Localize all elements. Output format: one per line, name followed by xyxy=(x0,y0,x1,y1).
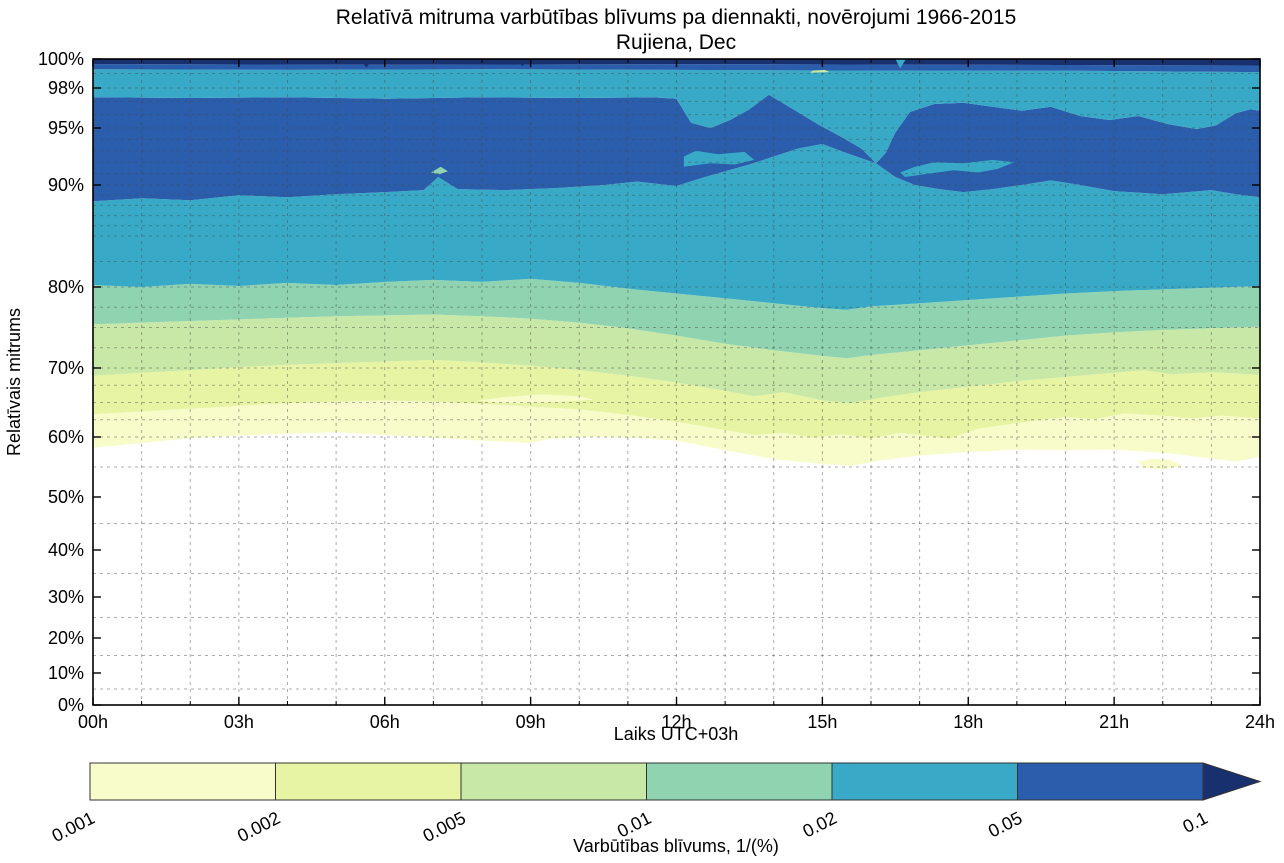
contour-bands-layer xyxy=(93,59,1260,470)
colorbar-overflow-arrow xyxy=(1202,762,1262,801)
colorbar-segment-0.002 xyxy=(275,762,462,801)
colorbar-segment-0.001 xyxy=(89,762,276,801)
y-tick-label-98%: 98% xyxy=(48,78,84,98)
contour-island-cyan-finger-noon xyxy=(683,150,755,167)
colorbar-segment-0.02 xyxy=(831,762,1018,801)
y-tick-label-40%: 40% xyxy=(48,540,84,560)
colorbar: 0.001 0.002 0.005 0.01 0.02 0.05 0.1 xyxy=(49,762,1262,846)
y-tick-label-10%: 10% xyxy=(48,663,84,683)
y-tick-label-30%: 30% xyxy=(48,587,84,607)
band-0.01-0.02 xyxy=(93,278,1260,359)
y-tick-label-20%: 20% xyxy=(48,628,84,648)
y-tick-label-70%: 70% xyxy=(48,358,84,378)
colorbar-segment-0.01 xyxy=(646,762,833,801)
colorbar-label: Varbūtības blīvums, 1/(%) xyxy=(573,836,779,856)
x-tick-label-21h: 21h xyxy=(1099,712,1129,732)
colorbar-tick-label-0.1: 0.1 xyxy=(1179,808,1210,837)
band-0.02-0.05-lower xyxy=(93,144,1260,310)
colorbar-tick-label-0.001: 0.001 xyxy=(49,808,98,846)
contour-island-cyan-finger-evening xyxy=(900,159,1015,177)
plot-border xyxy=(92,58,1261,706)
x-tick-label-00h: 00h xyxy=(78,712,108,732)
gridlines-layer xyxy=(93,59,1260,705)
x-tick-label-24h: 24h xyxy=(1245,712,1275,732)
y-tick-label-95%: 95% xyxy=(48,118,84,138)
tick-labels-layer: 00h 03h 06h 09h 12h 15h 18h 21h 24h 0% 10% 20% 30% 40… xyxy=(38,49,1275,732)
x-axis-label: Laiks UTC+03h xyxy=(614,724,739,744)
band-0.002-0.005 xyxy=(93,359,1260,439)
x-tick-label-03h: 03h xyxy=(224,712,254,732)
x-tick-label-18h: 18h xyxy=(953,712,983,732)
y-tick-label-100%: 100% xyxy=(38,49,84,69)
band-0.005-0.01 xyxy=(93,314,1260,404)
x-tick-label-09h: 09h xyxy=(516,712,546,732)
y-axis-label: Relatīvais mitrums xyxy=(4,308,24,456)
contour-island-cyan-notch-top-17h xyxy=(895,59,906,69)
colorbar-segment-0.005 xyxy=(460,762,647,801)
contour-island-pale-patch-morning xyxy=(477,394,594,404)
colorbar-tick-label-0.02: 0.02 xyxy=(800,808,840,842)
y-tick-label-0%: 0% xyxy=(58,695,84,715)
band-0.001-0.002 xyxy=(93,400,1260,466)
colorbar-segment-0.05 xyxy=(1017,762,1204,801)
chart-title: Relatīvā mitruma varbūtības blīvums pa d… xyxy=(336,6,1017,29)
band-0.02-0.05-top xyxy=(93,69,1260,164)
x-tick-label-15h: 15h xyxy=(807,712,837,732)
y-tick-label-80%: 80% xyxy=(48,277,84,297)
x-tick-label-12h: 12h xyxy=(661,712,691,732)
contour-island-pale-island-evening xyxy=(1138,458,1183,470)
band-0.05-0.1-main xyxy=(93,94,1260,202)
y-tick-label-90%: 90% xyxy=(48,175,84,195)
y-tick-label-60%: 60% xyxy=(48,427,84,447)
contour-island-navy-notch-9h xyxy=(517,59,529,67)
contour-island-navy-notch-6h xyxy=(360,59,373,68)
y-tick-label-50%: 50% xyxy=(48,487,84,507)
colorbar-tick-label-0.05: 0.05 xyxy=(985,808,1025,842)
x-tick-label-06h: 06h xyxy=(370,712,400,732)
contour-island-green-speck-7h xyxy=(430,166,448,175)
colorbar-tick-label-0.005: 0.005 xyxy=(420,808,469,846)
colorbar-tick-label-0.002: 0.002 xyxy=(234,808,283,846)
chart-subtitle: Rujiena, Dec xyxy=(616,31,736,54)
contour-island-pale-speck-top-15h xyxy=(810,69,830,73)
